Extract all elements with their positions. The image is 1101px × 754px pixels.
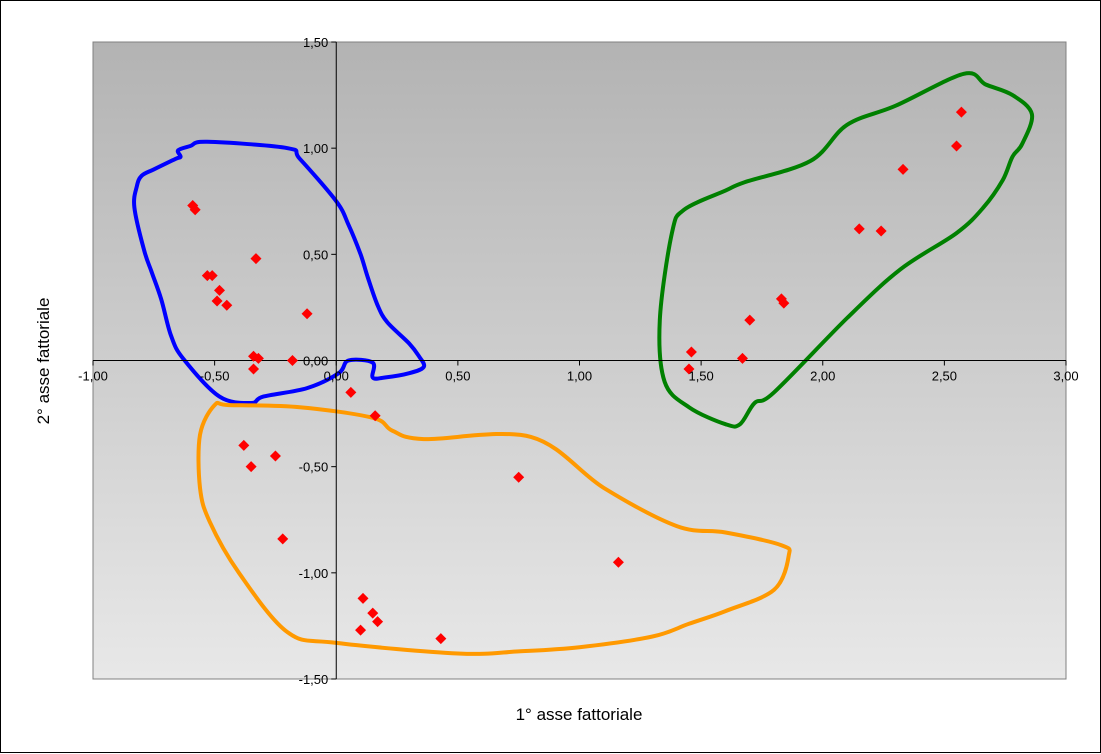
data-point (897, 163, 909, 175)
data-point (367, 607, 379, 619)
x-tick-label: 0,00 (324, 369, 349, 384)
data-point (778, 297, 790, 309)
x-tick-label: 1,50 (688, 369, 713, 384)
data-point (345, 386, 357, 398)
data-point (355, 624, 367, 636)
data-point (955, 106, 967, 118)
cluster-outline-3 (657, 71, 1035, 429)
data-point (357, 592, 369, 604)
data-point (683, 363, 695, 375)
y-tick-label: -1,00 (299, 566, 329, 581)
data-point (853, 223, 865, 235)
data-point (211, 295, 223, 307)
x-tick-label: 1,00 (567, 369, 592, 384)
x-tick-label: 3,00 (1053, 369, 1078, 384)
y-tick-label: -1,50 (299, 672, 329, 687)
x-axis-title: 1° asse fattoriale (516, 705, 643, 724)
y-tick-label: 1,50 (303, 35, 328, 50)
x-tick-label: -1,00 (78, 369, 108, 384)
y-tick-label: -0,50 (299, 460, 329, 475)
x-tick-label: 0,50 (445, 369, 470, 384)
data-point (369, 410, 381, 422)
data-point (252, 352, 264, 364)
y-axis-title: 2° asse fattoriale (34, 298, 53, 425)
data-point (744, 314, 756, 326)
data-point (248, 363, 260, 375)
x-tick-label: -0,50 (200, 369, 230, 384)
data-point (736, 352, 748, 364)
data-point (221, 299, 233, 311)
data-point (269, 450, 281, 462)
x-tick-label: 2,00 (810, 369, 835, 384)
data-points (187, 106, 967, 645)
data-point (245, 461, 257, 473)
tick-labels: -1,00 -0,50 0,00 0,50 1,00 1,50 2,00 2,50 3,00 1,… (78, 35, 1078, 687)
data-point (277, 533, 289, 545)
data-point (248, 350, 260, 362)
cluster-outline-1 (132, 139, 427, 406)
data-point (685, 346, 697, 358)
cluster-outlines (132, 71, 1035, 656)
data-point (875, 225, 887, 237)
data-point (372, 616, 384, 628)
data-point (189, 204, 201, 216)
y-tick-label: 1,00 (303, 141, 328, 156)
data-point (301, 308, 313, 320)
y-tick-label: 0,50 (303, 247, 328, 262)
data-point (250, 253, 262, 265)
data-point (206, 270, 218, 282)
data-point (951, 140, 963, 152)
data-point (286, 355, 298, 366)
data-point (238, 439, 250, 451)
cluster-outline-2 (196, 400, 792, 656)
x-tick-label: 2,50 (932, 369, 957, 384)
data-point (612, 556, 624, 568)
data-point (435, 633, 447, 645)
data-point (513, 471, 525, 483)
data-point (213, 284, 225, 296)
y-tick-label: 0,00 (303, 354, 328, 369)
